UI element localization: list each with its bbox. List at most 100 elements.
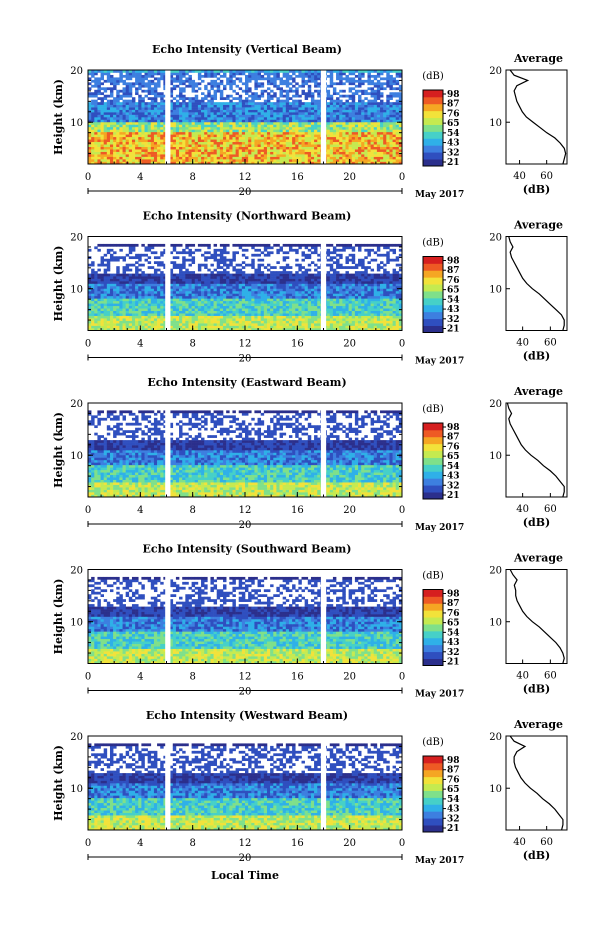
heatmap-cell (348, 114, 353, 118)
heatmap-cell (241, 320, 246, 324)
heatmap-cell (373, 119, 378, 123)
heatmap-cell (348, 79, 353, 83)
heatmap-cell (389, 298, 393, 302)
heatmap-cell (389, 87, 393, 91)
heatmap-cell (339, 151, 343, 155)
heatmap-cell (392, 313, 397, 316)
heatmap-cell (210, 303, 214, 307)
heatmap-cell (97, 141, 101, 145)
heatmap-cell (219, 102, 224, 105)
heatmap-cell (380, 92, 384, 96)
heatmap-cell (339, 82, 343, 86)
heatmap-cell (398, 131, 403, 135)
heatmap-cell (197, 300, 202, 304)
heatmap-cell (232, 325, 236, 329)
heatmap-cell (251, 109, 255, 113)
heatmap-cell (314, 70, 318, 73)
heatmap-cell (367, 117, 371, 120)
heatmap-cell (188, 300, 192, 304)
heatmap-cell (257, 131, 261, 135)
heatmap-cell (182, 149, 186, 152)
heatmap-cell (191, 305, 196, 309)
heatmap-cell (245, 107, 249, 110)
heatmap-cell (169, 303, 174, 307)
heatmap-cell (88, 131, 92, 135)
heatmap-cell (270, 154, 274, 157)
heatmap-cell (295, 104, 299, 108)
heatmap-cell (207, 70, 211, 73)
heatmap-cell (144, 146, 148, 150)
heatmap-cell (248, 313, 252, 316)
heatmap-cell (373, 94, 378, 98)
heatmap-cell (276, 161, 280, 165)
heatmap-cell (398, 104, 403, 108)
heatmap-cell (223, 325, 227, 329)
heatmap-cell (392, 92, 397, 96)
heatmap-cell (380, 295, 384, 299)
heatmap-cell (270, 109, 274, 113)
heatmap-cell (128, 154, 133, 157)
heatmap-cell (144, 121, 148, 125)
heatmap-cell (113, 320, 117, 324)
heatmap-cell (125, 119, 130, 123)
heatmap-cell (301, 295, 305, 299)
heatmap-cell (332, 124, 337, 128)
colorbar-tick-label: 32 (447, 148, 460, 158)
heatmap-cell (373, 144, 378, 147)
heatmap-cell (339, 136, 343, 140)
heatmap-cell (100, 313, 104, 316)
heatmap-cell (135, 310, 139, 314)
heatmap-cell (91, 305, 95, 309)
heatmap-cell (251, 154, 255, 157)
heatmap-cell (131, 112, 136, 115)
heatmap-cell (238, 121, 243, 125)
heatmap-cell (351, 151, 356, 155)
heatmap-cell (298, 325, 302, 329)
heatmap-cell (216, 77, 221, 81)
heatmap-cell (235, 295, 240, 299)
heatmap-cell (207, 146, 211, 150)
heatmap-cell (235, 144, 240, 147)
heatmap-cell (191, 320, 196, 324)
heatmap-cell (106, 325, 111, 329)
heatmap-cell (97, 146, 101, 150)
heatmap-cell (301, 308, 305, 312)
heatmap-cell (219, 313, 224, 316)
heatmap-cell (380, 310, 384, 314)
heatmap-cell (219, 70, 224, 73)
heatmap-cell (358, 159, 362, 162)
heatmap-cell (188, 131, 192, 135)
heatmap-cell (273, 310, 277, 314)
heatmap-cell (226, 146, 230, 150)
heatmap-cell (257, 97, 261, 100)
heatmap-cell (106, 79, 111, 83)
heatmap-cell (232, 109, 236, 113)
heatmap-cell (336, 141, 340, 145)
heatmap-cell (179, 119, 183, 123)
heatmap-cell (260, 305, 265, 309)
heatmap-cell (135, 126, 139, 130)
heatmap-cell (351, 139, 356, 143)
heatmap-cell (235, 70, 240, 73)
heatmap-cell (191, 156, 196, 160)
heatmap-cell (336, 72, 340, 76)
heatmap-cell (354, 134, 359, 138)
heatmap-cell (298, 72, 302, 76)
heatmap-cell (317, 159, 321, 162)
heatmap-cell (125, 94, 130, 98)
heatmap-cell (361, 323, 365, 326)
heatmap-cell (354, 310, 359, 314)
heatmap-cell (210, 159, 214, 162)
heatmap-cell (191, 134, 196, 138)
heatmap-cell (326, 114, 331, 118)
heatmap-cell (147, 107, 152, 110)
heatmap-cell (194, 313, 199, 316)
heatmap-cell (383, 104, 387, 108)
heatmap-cell (266, 149, 271, 152)
heatmap-cell (219, 104, 224, 108)
heatmap-cell (260, 141, 265, 145)
heatmap-cell (332, 310, 337, 314)
heatmap-cell (307, 320, 312, 324)
heatmap-cell (364, 107, 368, 110)
heatmap-cell (304, 293, 309, 297)
